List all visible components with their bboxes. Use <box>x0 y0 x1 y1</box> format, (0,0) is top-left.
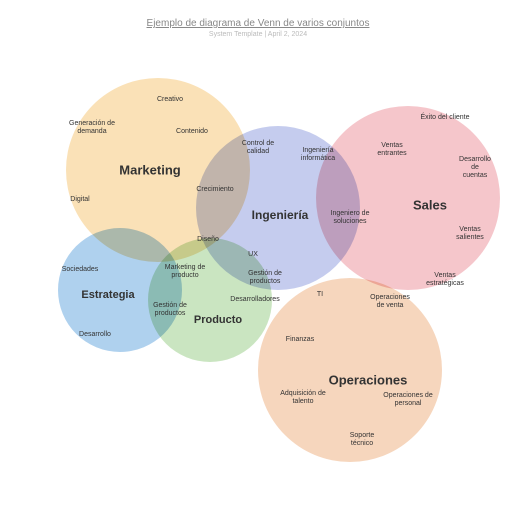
item-label: Desarrollo de cuentas <box>455 156 496 180</box>
item-label: Digital <box>70 196 89 204</box>
item-label: Adquisición de talento <box>280 390 326 406</box>
item-label: Ingeniería informática <box>301 147 335 163</box>
set-label: Ingeniería <box>252 208 309 222</box>
item-label: Desarrolladores <box>230 296 279 304</box>
item-label: Ventas estratégicas <box>426 272 464 288</box>
item-label: Ingeniero de soluciones <box>331 210 370 226</box>
venn-canvas: Marketing Ingeniería Sales Estrategia Produc… <box>0 0 516 516</box>
item-label: Generación de demanda <box>69 120 115 136</box>
venn-circle-sales <box>316 106 500 290</box>
item-label: Operaciones de venta <box>370 294 410 310</box>
item-label: Éxito del cliente <box>420 114 469 122</box>
item-label: TI <box>317 291 323 299</box>
item-label: Sociedades <box>62 266 99 274</box>
set-label: Sales <box>413 198 447 213</box>
item-label: Creativo <box>157 96 183 104</box>
item-label: Gestión de productos <box>248 270 282 286</box>
item-label: Crecimiento <box>196 186 233 194</box>
item-label: Marketing de producto <box>165 264 205 280</box>
item-label: Desarrollo <box>79 331 111 339</box>
set-label: Operaciones <box>329 373 408 388</box>
set-label: Marketing <box>119 163 180 178</box>
item-label: Ventas entrantes <box>377 142 406 158</box>
set-label: Estrategia <box>81 289 134 301</box>
item-label: Ventas salientes <box>456 226 484 242</box>
item-label: UX <box>248 251 258 259</box>
item-label: Contenido <box>176 128 208 136</box>
item-label: Soporte técnico <box>350 432 375 448</box>
item-label: Gestión de productos <box>153 302 187 318</box>
item-label: Control de calidad <box>242 140 274 156</box>
item-label: Diseño <box>197 236 219 244</box>
item-label: Operaciones de personal <box>383 392 432 408</box>
set-label: Producto <box>194 314 242 326</box>
item-label: Finanzas <box>286 336 314 344</box>
